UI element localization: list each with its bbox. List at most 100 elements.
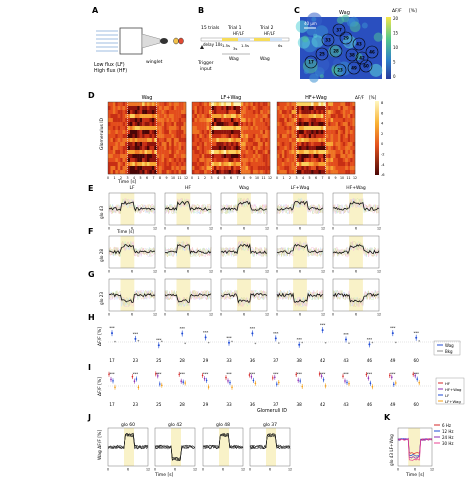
stimulus-shade xyxy=(176,236,191,268)
series-marker xyxy=(272,377,274,379)
glomerulus-label: 28 xyxy=(333,49,339,54)
trace-plot-e-3: 0 6 12 xyxy=(220,192,269,231)
category-tick: 23 xyxy=(133,358,139,363)
series-marker xyxy=(393,383,395,386)
series-marker xyxy=(395,382,397,384)
wag-label-2: Wag xyxy=(260,56,270,62)
category-tick: 23 xyxy=(133,402,139,407)
glomerulus-label: 29 xyxy=(343,36,349,41)
glomerulus-outline xyxy=(315,47,329,61)
category-tick: 43 xyxy=(343,358,349,363)
panel-h-letter: H xyxy=(88,313,95,322)
col-title-wag: Wag xyxy=(239,185,249,191)
trial-trace xyxy=(154,444,196,462)
stimulus-shade xyxy=(219,428,229,466)
category-tick: 43 xyxy=(343,402,349,407)
trial-trace xyxy=(154,444,196,462)
trace-xtick: 0 xyxy=(164,227,166,231)
trace-plot-g-5: 0 6 12 xyxy=(332,278,381,317)
panel-a: A winglet Low flux (LF) High flux (HF) xyxy=(92,6,184,74)
series-marker xyxy=(250,375,253,378)
trace-xtick: 0 xyxy=(107,468,109,472)
series-marker xyxy=(348,382,350,385)
glomerulus-label: 60 xyxy=(363,64,369,69)
panel-i-legend xyxy=(435,377,465,405)
stimulus-shade xyxy=(293,236,307,268)
stimulus-shade xyxy=(266,428,276,466)
trace-xtick: 6 xyxy=(355,227,357,231)
trial-trace xyxy=(108,240,156,258)
significance-stars: *** xyxy=(320,372,326,376)
glomerulus-label: 37 xyxy=(336,28,342,33)
trace-frame xyxy=(332,278,380,312)
trials-label: 15 trials xyxy=(201,25,220,31)
trace-xtick: 12 xyxy=(209,270,213,274)
significance-stars: *** xyxy=(203,330,209,334)
series-marker xyxy=(131,375,134,378)
significance-stars: *** xyxy=(180,327,186,331)
trace-xtick: 12 xyxy=(153,227,157,231)
series-marker xyxy=(278,381,280,384)
heatmap-xtick: 1 xyxy=(113,176,115,180)
heatmap-xtick: 6 xyxy=(315,176,317,180)
trace-frame xyxy=(276,278,324,312)
colorbar-c-tick: 15 xyxy=(393,31,399,36)
mean-trace xyxy=(164,201,212,211)
series-marker xyxy=(389,374,391,377)
wag-label-1: Wag xyxy=(229,56,239,62)
trace-xtick: 0 xyxy=(108,270,110,274)
trace-frame xyxy=(397,427,433,467)
significance-stars: *** xyxy=(156,372,162,376)
trace-frame xyxy=(164,278,212,312)
seg-6s: 6s xyxy=(278,43,282,48)
heatmap-title: Wag xyxy=(142,95,153,101)
heatmap-xtick: 10 xyxy=(171,176,175,180)
colorbar-c-tick: 20 xyxy=(393,16,399,21)
panel-j-title: glo 60 xyxy=(121,422,135,428)
trace-xtick: 12 xyxy=(153,270,157,274)
series-marker xyxy=(227,380,229,382)
mean-trace xyxy=(276,292,324,303)
heatmap-xtick: 0 xyxy=(107,176,109,180)
trace-xtick: 6 xyxy=(269,468,271,472)
trace-xtick: 12 xyxy=(430,468,434,472)
col-title-lf-wag: LF+Wag xyxy=(291,185,310,191)
heatmap-xtick: 9 xyxy=(249,176,251,180)
trace-frame xyxy=(276,235,324,269)
panel-c-title: Wag xyxy=(339,10,350,16)
glomerulus-label: 43 xyxy=(356,42,362,47)
series-marker xyxy=(159,383,161,385)
trace-xtick: 0 xyxy=(276,227,278,231)
glomerulus-label: 49 xyxy=(351,66,357,71)
trace-plot-f-2: 0 6 12 xyxy=(164,235,213,274)
heatmap-xtick: 5 xyxy=(139,176,141,180)
category-tick: 36 xyxy=(250,402,256,407)
trace-xtick: 6 xyxy=(187,270,189,274)
panel-k: K glo 43 LF+Wag Time [s] 6 Hz 12 Hz 24 H… xyxy=(384,413,453,478)
trace-xtick: 12 xyxy=(377,313,381,317)
panel-j-xlabel: Time [s] xyxy=(154,472,174,478)
glomerulus-outline xyxy=(359,59,373,73)
hf-lf-label-2: HF/LF xyxy=(264,31,276,36)
significance-stars: *** xyxy=(250,326,256,330)
trace-xtick: 6 xyxy=(299,313,301,317)
glomerulus-label: 23 xyxy=(337,68,343,73)
colorbar-d-tick: -2 xyxy=(381,153,385,157)
trace-xtick: 12 xyxy=(377,270,381,274)
colorbar-d-unit: [%] xyxy=(369,95,377,100)
mean-trace xyxy=(332,201,380,211)
trace-xtick: 0 xyxy=(332,270,334,274)
category-tick: 33 xyxy=(226,358,232,363)
trial-trace xyxy=(249,434,291,450)
panel-c: C Wag 40 μm 17 23 25 28 29 33 37 38 42 43 46 49 60 Δ… xyxy=(294,6,417,83)
heatmap-title: LF+Wag xyxy=(221,95,242,101)
colorbar-d-tick: 8 xyxy=(381,101,384,105)
legend-6hz: 6 Hz xyxy=(442,423,451,428)
legend-lf: LF xyxy=(445,393,449,398)
mean-trace xyxy=(220,243,267,255)
bkg-marker xyxy=(371,341,374,344)
heatmap-xtick: 7 xyxy=(236,176,238,180)
category-tick: 60 xyxy=(414,358,420,363)
significance-stars: *** xyxy=(226,372,232,376)
